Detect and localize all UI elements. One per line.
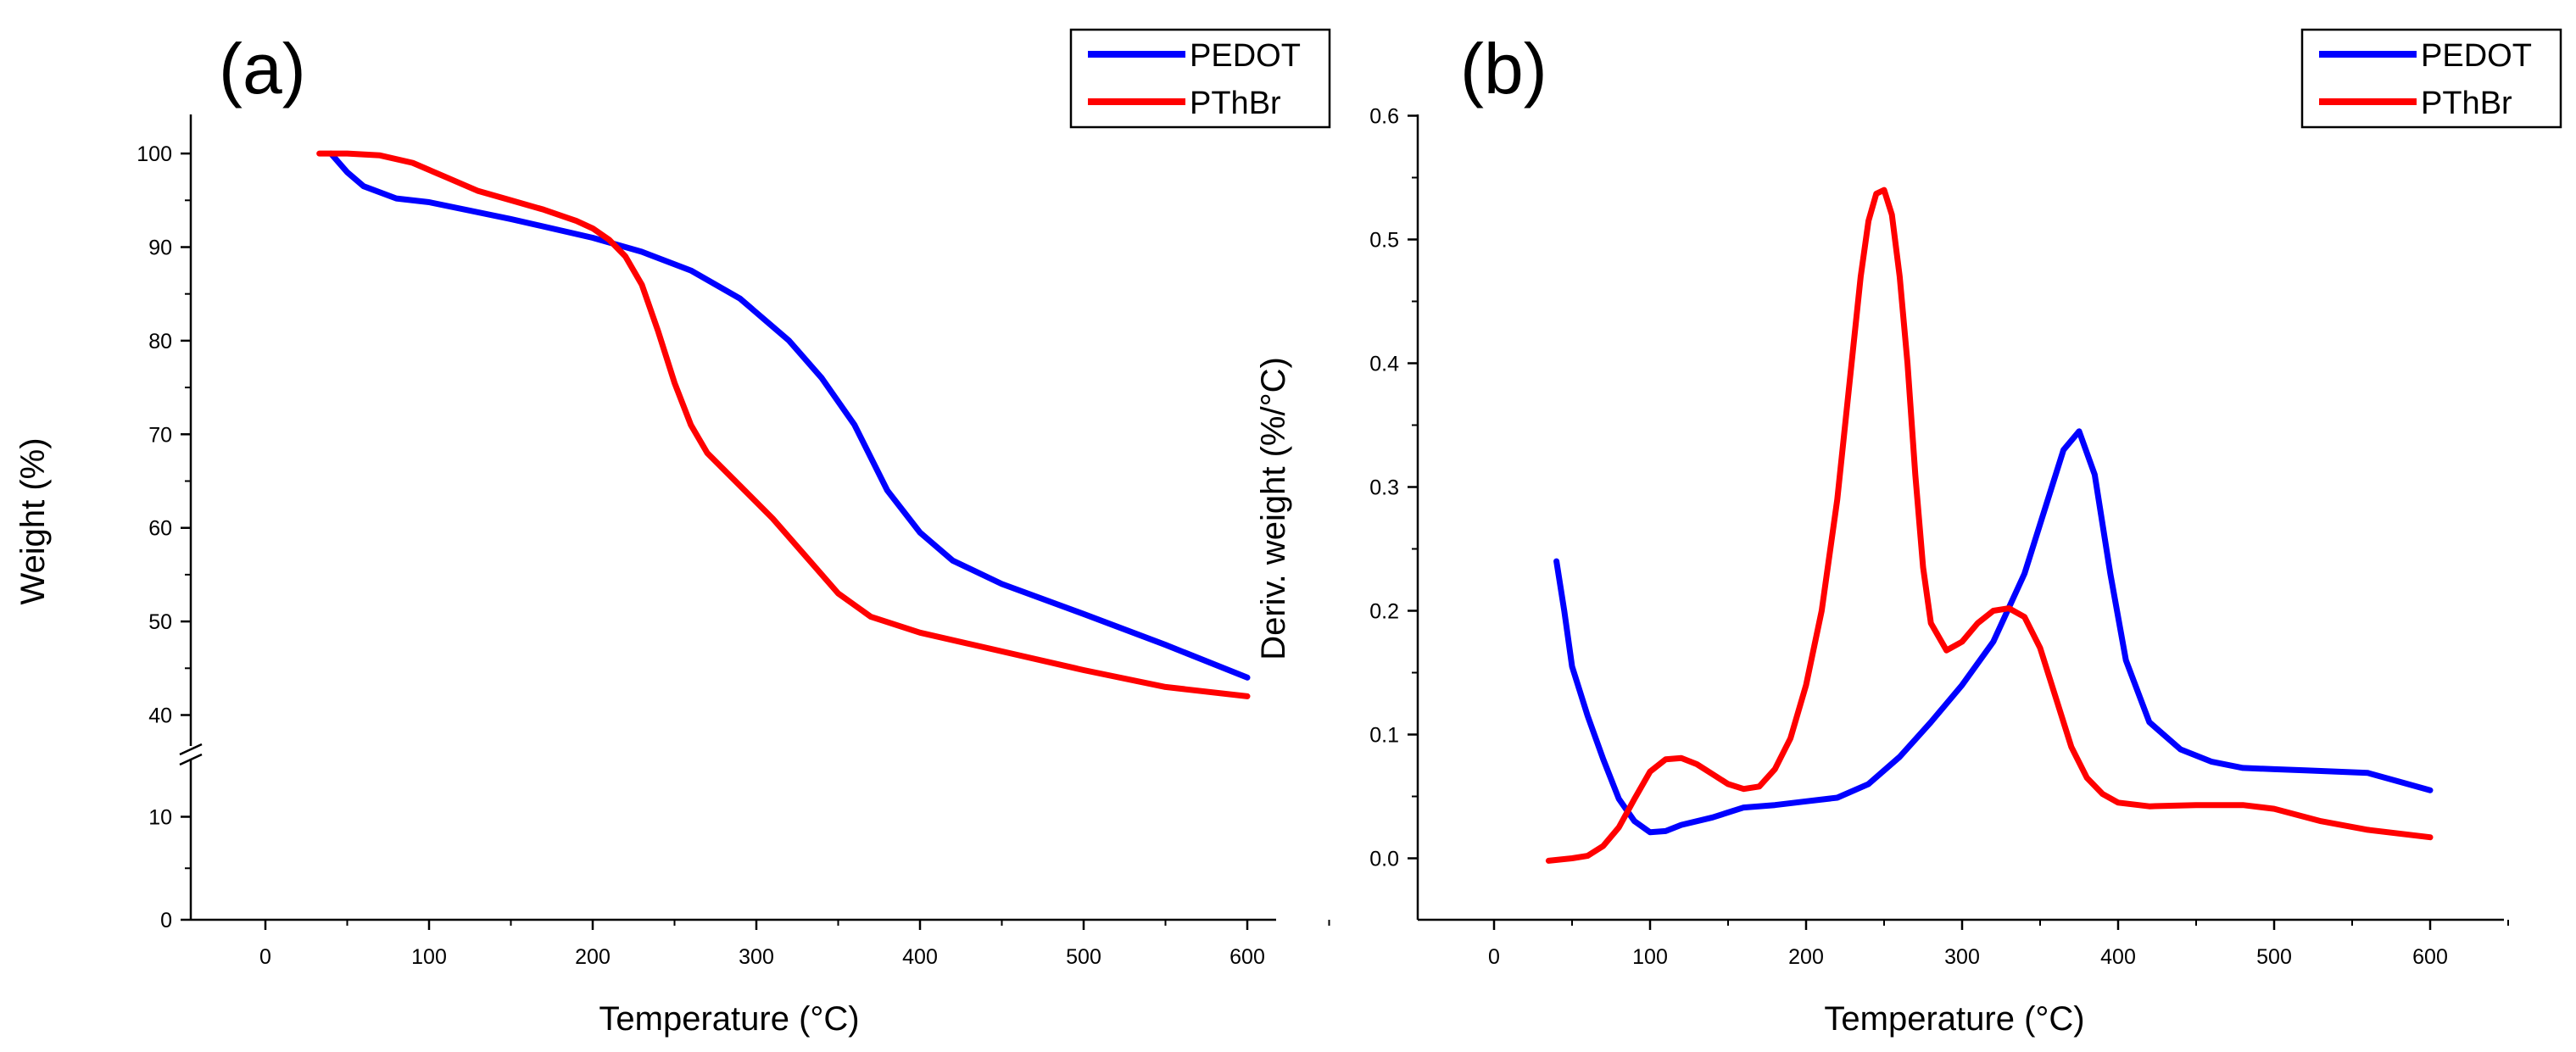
panel-a-tag: (a) bbox=[219, 29, 306, 109]
panel-a-curves bbox=[316, 150, 1251, 699]
panel-b-x-tick-label: 0 bbox=[1488, 945, 1500, 969]
panel-a: 0 100 200 300 400 500 600 0 10 40 50 60 70 80 90 100 (a… bbox=[14, 28, 1331, 1038]
panel-b-tag: (b) bbox=[1460, 29, 1547, 109]
panel-b-y-tick-label: 0.1 bbox=[1369, 724, 1399, 748]
panel-a-y-tick-label: 100 bbox=[137, 142, 172, 166]
panel-a-x-tick-label: 400 bbox=[902, 945, 938, 969]
panel-b: 0 100 200 300 400 500 600 0.0 0.1 0.2 0.3 0.4 0.5 0.6… bbox=[1255, 28, 2562, 1038]
panel-a-axis-break-mark-2 bbox=[179, 753, 203, 766]
panel-a-axes bbox=[179, 114, 1276, 921]
panel-b-x-axis-title: Temperature (°C) bbox=[1824, 1000, 2084, 1038]
panel-a-legend-label-pthbr: PThBr bbox=[1190, 86, 1281, 121]
panel-b-legend-box bbox=[2300, 28, 2562, 129]
panel-a-y-tick-label: 80 bbox=[148, 330, 172, 353]
panel-a-y-tick-label: 60 bbox=[148, 517, 172, 541]
panel-a-axis-break-mark-1 bbox=[179, 743, 203, 756]
panel-b-legend-label-pthbr: PThBr bbox=[2421, 86, 2512, 121]
panel-a-x-tick-label: 300 bbox=[739, 945, 774, 969]
panel-a-x-axis-title: Temperature (°C) bbox=[599, 1000, 859, 1038]
panel-a-series-pedot bbox=[327, 150, 1251, 681]
panel-a-y-tick-label: 50 bbox=[148, 610, 172, 634]
panel-b-curves bbox=[1545, 186, 2434, 864]
panel-b-y-tick-label: 0.3 bbox=[1369, 476, 1399, 500]
panel-b-x-tick-label: 200 bbox=[1788, 945, 1824, 969]
panel-b-legend: PEDOT PThBr bbox=[2300, 28, 2562, 129]
panel-a-y-tick-label: 0 bbox=[160, 909, 172, 932]
panel-a-x-tick-label: 200 bbox=[575, 945, 611, 969]
panel-b-series-pedot bbox=[1553, 428, 2434, 836]
panel-a-y-tick-label: 10 bbox=[148, 806, 172, 830]
panel-b-y-axis-title: Deriv. weight (%/°C) bbox=[1255, 357, 1292, 660]
panel-b-y-tick-label: 0.5 bbox=[1369, 229, 1399, 253]
panel-b-x-tick-label: 500 bbox=[2256, 945, 2292, 969]
panel-a-x-tick-label: 0 bbox=[259, 945, 271, 969]
panel-b-ticks: 0 100 200 300 400 500 600 0.0 0.1 0.2 0.3 0.4 0.5 0.6 bbox=[1369, 105, 2509, 969]
panel-a-x-tick-label: 100 bbox=[411, 945, 447, 969]
panel-a-legend-label-pedot: PEDOT bbox=[1190, 38, 1301, 74]
panel-a-ticks: 0 100 200 300 400 500 600 0 10 40 50 60 70 80 90 100 bbox=[137, 142, 1330, 969]
panel-b-series-pthbr bbox=[1545, 186, 2434, 864]
panel-a-y-tick-label: 40 bbox=[148, 704, 172, 728]
panel-a-x-tick-label: 600 bbox=[1229, 945, 1265, 969]
panel-b-y-tick-label: 0.6 bbox=[1369, 105, 1399, 129]
panel-b-y-tick-label: 0.4 bbox=[1369, 353, 1399, 376]
panel-a-y-axis-title: Weight (%) bbox=[14, 437, 52, 604]
panel-b-x-tick-label: 300 bbox=[1944, 945, 1980, 969]
panel-a-x-tick-label: 500 bbox=[1066, 945, 1101, 969]
panel-a-legend: PEDOT PThBr bbox=[1069, 28, 1331, 129]
panel-a-y-tick-label: 70 bbox=[148, 423, 172, 447]
panel-b-y-tick-label: 0.0 bbox=[1369, 848, 1399, 871]
panel-b-x-tick-label: 100 bbox=[1632, 945, 1668, 969]
panel-b-legend-label-pedot: PEDOT bbox=[2421, 38, 2532, 74]
panel-a-series-pthbr bbox=[316, 150, 1251, 699]
panel-b-x-tick-label: 400 bbox=[2100, 945, 2136, 969]
panel-a-legend-box bbox=[1069, 28, 1331, 129]
panel-b-axes bbox=[1416, 114, 2504, 921]
panel-a-y-tick-label: 90 bbox=[148, 237, 172, 260]
panel-b-y-tick-label: 0.2 bbox=[1369, 600, 1399, 624]
panel-b-x-tick-label: 600 bbox=[2412, 945, 2448, 969]
